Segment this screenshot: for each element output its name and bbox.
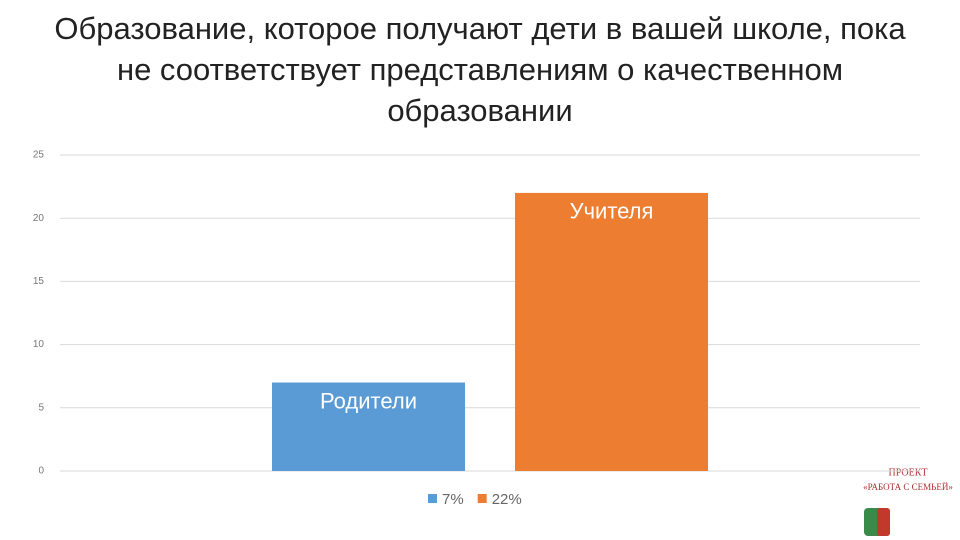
y-tick-label: 5 (38, 402, 44, 413)
legend-swatch (428, 494, 437, 503)
chart-title: Образование, которое получают дети в ваш… (54, 11, 906, 128)
y-tick-label: 20 (33, 213, 45, 224)
bar (515, 192, 708, 472)
data-label: Родители (320, 388, 417, 413)
y-tick-label: 0 (38, 466, 44, 477)
y-tick-label: 25 (33, 150, 45, 161)
data-label: Учителя (570, 199, 654, 224)
legend-label: 22% (492, 491, 522, 508)
bar (272, 382, 465, 471)
logo: ПРОЕКТ «РАБОТА С СЕМЬЕЙ» (863, 467, 953, 536)
y-tick-label: 10 (33, 339, 45, 350)
legend-label: 7% (442, 491, 464, 508)
y-tick-label: 15 (33, 276, 45, 287)
logo-emblem (877, 508, 890, 536)
logo-text: ПРОЕКТ (888, 467, 927, 478)
logo-text: «РАБОТА С СЕМЬЕЙ» (863, 482, 953, 492)
legend-swatch (477, 494, 487, 503)
